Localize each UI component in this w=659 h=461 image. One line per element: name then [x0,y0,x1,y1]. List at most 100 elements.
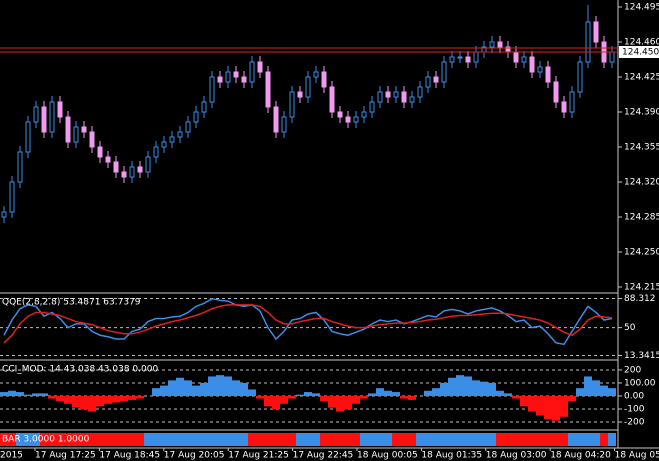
candle-body [57,101,63,118]
signal-cell [560,433,568,446]
signal-cell [120,433,128,446]
histogram-bar [424,390,432,396]
signal-cell [32,433,40,446]
histogram-bar [120,395,128,402]
histogram-bar [352,395,360,404]
signal-cell [336,433,344,446]
x-tick-label: 17 Aug 21:25 [228,451,289,461]
candle-body [233,71,239,78]
y-tick-label: 200 [624,365,641,375]
signal-cell [96,433,104,446]
candle-body [33,106,39,123]
candle-body [9,181,15,213]
signal-cell [232,433,240,446]
candle-body [105,156,111,163]
signal-cell [88,433,96,446]
candle-body [25,121,31,153]
signal-cell [168,433,176,446]
histogram-bar [208,376,216,396]
signal-cell [600,433,608,446]
histogram-bar [0,392,8,396]
x-tick-label: 17 Aug 17:25 [35,451,96,461]
histogram-bar [216,375,224,396]
signal-cell [328,433,336,446]
histogram-bar [152,388,160,396]
x-tick-label: 17 Aug 20:05 [164,451,225,461]
candle-body [385,91,391,98]
histogram-bar [584,376,592,396]
histogram-bar [296,394,304,396]
signal-cell [272,433,280,446]
candle-body [497,41,503,48]
signal-cell [248,433,256,446]
candle-body [145,156,151,173]
signal-cell [152,433,160,446]
histogram-bar [72,395,80,408]
histogram-bar [248,389,256,396]
y-tick-label: 124.425 [624,73,659,83]
signal-cell [544,433,552,446]
candle-body [225,71,231,83]
signal-cell [360,433,368,446]
candle-body [17,151,23,183]
signal-cell [144,433,152,446]
candle-body [521,56,527,63]
candle-body [361,111,367,118]
signal-cell [224,433,232,446]
histogram-bar [288,395,296,399]
histogram-bar [88,395,96,412]
qqe-title: QQE(2,8,2.8) 53.4871 63.7379 [2,298,141,308]
histogram-bar [272,395,280,409]
histogram-bar [432,388,440,396]
signal-cell [472,433,480,446]
signal-cell [288,433,296,446]
signal-cell [392,433,400,446]
candle-body [577,61,583,93]
signal-cell [520,433,528,446]
y-tick-label: 124.215 [624,283,659,293]
candle-body [41,106,47,133]
candle-body [49,101,55,133]
histogram-bar [8,390,16,396]
candle-body [273,106,279,133]
signal-cell [496,433,504,446]
histogram-bar [464,376,472,396]
signal-cell [384,433,392,446]
histogram-bar [16,392,24,396]
histogram-bar [536,395,544,416]
signal-cell [416,433,424,446]
histogram-bar [336,395,344,412]
histogram-bar [440,382,448,396]
signal-cell [488,433,496,446]
candle-body [185,121,191,133]
signal-cell [504,433,512,446]
histogram-bar [568,395,576,402]
candle-body [377,91,383,103]
histogram-bar [304,392,312,396]
signal-cell [112,433,120,446]
histogram-bar [368,393,376,396]
candle-body [265,71,271,108]
histogram-bar [456,375,464,396]
histogram-bar [600,385,608,396]
candle-body [209,76,215,103]
x-tick-label: 18 Aug 00:05 [357,451,418,461]
signal-cell [136,433,144,446]
candle-body [545,66,551,83]
y-tick-label: 124.390 [624,108,659,118]
histogram-bar [64,395,72,404]
histogram-bar [608,388,616,396]
histogram-bar [280,395,288,404]
indicator-line [3,298,613,346]
signal-cell [192,433,200,446]
signal-cell [480,433,488,446]
histogram-bar [392,392,400,396]
signal-cell [320,433,328,446]
candle-body [353,116,359,123]
candle-body [561,101,567,113]
candle-body [321,71,327,88]
signal-cell [16,433,24,446]
histogram-bar [184,380,192,396]
histogram-bar [192,385,200,396]
signal-cell [304,433,312,446]
